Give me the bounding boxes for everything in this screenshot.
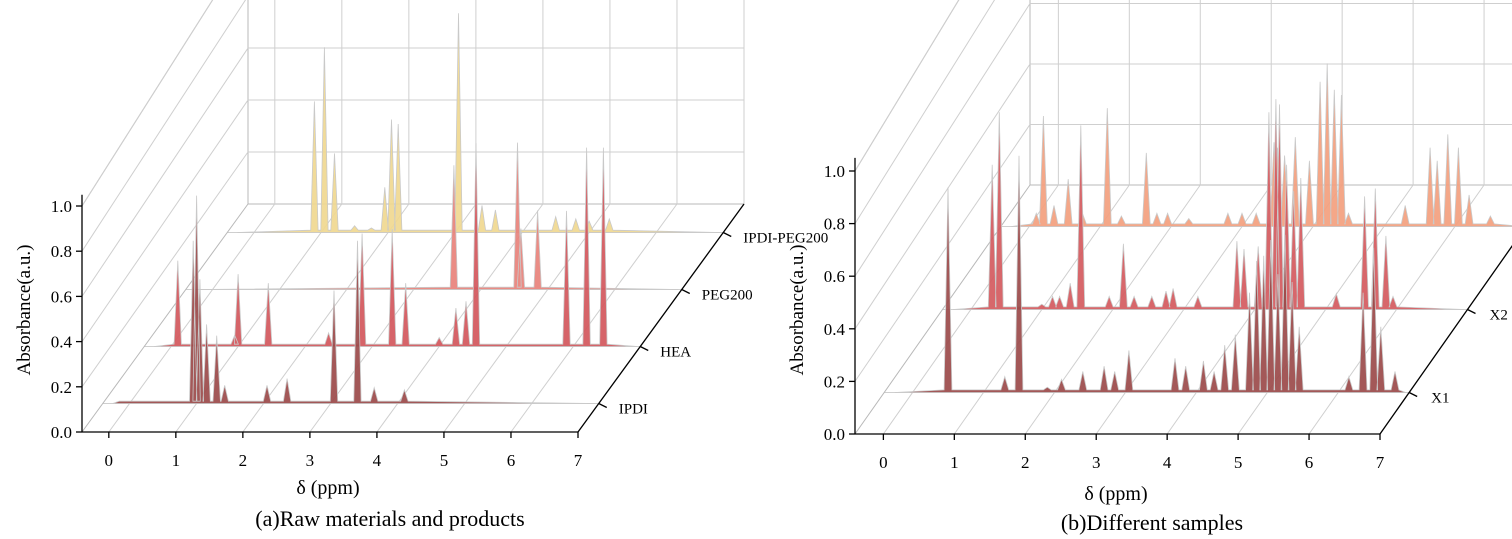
grid xyxy=(81,0,745,433)
panel-a-chart: 0 1 2 3 4 5 6 7 0.0 0.2 0.4 0.6 0.8 1.0 IPDI HEA PEG200 I… xyxy=(14,0,828,531)
x-tick-label: 3 xyxy=(1092,453,1101,472)
panel-a-left-wall-edge xyxy=(81,0,214,207)
grid xyxy=(854,0,1512,435)
panel-a-back-wall xyxy=(247,0,745,205)
series-hea-area xyxy=(154,143,637,347)
panel-caption: (a)Raw materials and products xyxy=(255,506,524,531)
axes: 0 1 2 3 4 5 6 7 0.0 0.2 0.4 0.6 0.8 1.0 IPDI HEA PEG200 I… xyxy=(51,194,828,470)
y-tick-label: 0.4 xyxy=(824,320,846,339)
depth-tick-mark xyxy=(639,345,649,352)
depth-tick-mark xyxy=(722,231,732,238)
panel-b-left-wall-edge xyxy=(854,0,960,172)
y-tick-label: 1.0 xyxy=(824,162,845,181)
floor-gridline xyxy=(510,203,678,433)
x-tick-label: 3 xyxy=(306,451,315,470)
floor-gridline xyxy=(242,203,410,433)
series-label: X2 xyxy=(1490,308,1508,324)
x-tick-label: 6 xyxy=(1305,453,1314,472)
x-tick-label: 5 xyxy=(1234,453,1243,472)
y-tick-label: 0.4 xyxy=(51,333,73,352)
panel-caption: (b)Different samples xyxy=(1061,510,1243,535)
x-axis-title: δ (ppm) xyxy=(296,477,359,499)
depth-tick-mark xyxy=(681,288,691,295)
x-tick-label: 6 xyxy=(507,451,516,470)
left-wall-gridline xyxy=(81,0,214,207)
depth-tick-mark xyxy=(598,402,608,409)
left-wall-gridline xyxy=(854,0,960,172)
x-tick-label: 4 xyxy=(1163,453,1172,472)
y-tick-label: 0.8 xyxy=(824,215,845,234)
y-axis-title: Absorbance(a.u.) xyxy=(14,245,35,376)
series-label: IPDI-PEG200 xyxy=(743,231,828,247)
y-axis-title: Absorbance(a.u.) xyxy=(787,245,808,376)
left-wall-gridline xyxy=(854,124,1031,382)
series-label: PEG200 xyxy=(702,288,753,304)
floor-edge xyxy=(81,203,249,433)
left-wall-gridline xyxy=(81,99,249,342)
left-wall-gridline xyxy=(81,0,247,252)
depth-tick-mark xyxy=(1408,391,1418,398)
series-group xyxy=(112,13,720,404)
series-label: IPDI xyxy=(619,402,648,418)
series-x3-area xyxy=(1011,63,1512,227)
x-axis-title: δ (ppm) xyxy=(1084,483,1147,505)
series-x1-area xyxy=(894,155,1406,393)
series-ipdi-peg200-area xyxy=(237,13,720,233)
y-tick-label: 0.0 xyxy=(824,425,845,444)
x-tick-label: 5 xyxy=(440,451,449,470)
x-tick-label: 2 xyxy=(239,451,248,470)
left-wall-gridline xyxy=(81,151,249,388)
x-tick-label: 4 xyxy=(373,451,382,470)
left-wall-gridline xyxy=(854,0,996,224)
left-wall-gridline xyxy=(854,3,1031,277)
y-tick-label: 0.6 xyxy=(824,267,845,286)
x-tick-label: 0 xyxy=(105,451,114,470)
y-tick-label: 0.0 xyxy=(51,423,72,442)
series-label: HEA xyxy=(660,345,691,361)
panel-b-back-wall xyxy=(1029,0,1512,186)
x-tick-label: 7 xyxy=(1376,453,1385,472)
x-tick-label: 0 xyxy=(879,453,888,472)
y-tick-label: 0.8 xyxy=(51,242,72,261)
left-wall-gridline xyxy=(81,47,249,297)
x-tick-label: 2 xyxy=(1021,453,1030,472)
x-tick-label: 7 xyxy=(574,451,583,470)
x-tick-label: 1 xyxy=(950,453,959,472)
x-tick-label: 1 xyxy=(172,451,181,470)
left-wall-gridline xyxy=(854,63,1031,330)
series-group xyxy=(894,63,1512,393)
floor-gridline xyxy=(443,203,611,433)
y-tick-label: 1.0 xyxy=(51,197,72,216)
y-tick-label: 0.2 xyxy=(824,372,845,391)
y-tick-label: 0.6 xyxy=(51,287,72,306)
depth-tick-mark xyxy=(1467,308,1476,315)
series-label: X1 xyxy=(1431,391,1449,407)
series-ipdi-area xyxy=(112,195,596,404)
depth-axis-line xyxy=(577,203,745,433)
series-x2-area xyxy=(953,99,1465,310)
y-tick-label: 0.2 xyxy=(51,378,72,397)
series-peg200-area xyxy=(195,142,679,290)
